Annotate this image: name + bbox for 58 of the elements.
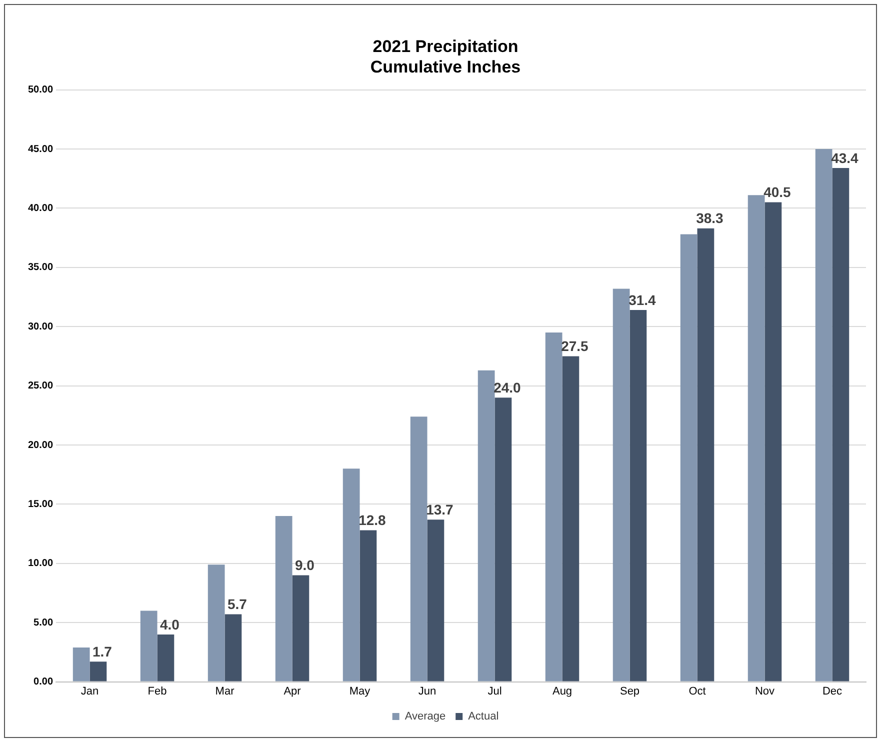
- bar: [680, 234, 698, 682]
- bar: [90, 662, 107, 682]
- bar: [292, 575, 310, 682]
- bar: [360, 530, 377, 682]
- x-tick-label: Sep: [620, 685, 640, 698]
- bar: [72, 647, 90, 682]
- bar: [815, 149, 832, 682]
- data-label: 4.0: [160, 616, 180, 632]
- data-label: 12.8: [358, 512, 386, 528]
- data-label: 5.7: [227, 596, 248, 612]
- legend-label: Average: [404, 710, 446, 723]
- y-tick-label: 45.00: [28, 144, 54, 155]
- y-tick-label: 50.00: [28, 84, 54, 96]
- x-tick-label: Apr: [284, 685, 302, 698]
- bar: [478, 370, 495, 682]
- bar: [208, 564, 225, 682]
- bar: [427, 520, 444, 682]
- y-tick-label: 15.00: [28, 498, 54, 510]
- bar: [612, 288, 630, 682]
- bar: [275, 516, 292, 682]
- y-tick-label: 25.00: [28, 380, 54, 392]
- x-tick-label: Oct: [688, 685, 706, 698]
- y-tick-label: 10.00: [28, 558, 54, 570]
- x-tick-label: Dec: [822, 685, 843, 698]
- y-tick-label: 0.00: [34, 676, 54, 688]
- chart-title: 2021 Precipitation Cumulative Inches: [370, 36, 521, 76]
- bar: [342, 468, 360, 682]
- bar: [748, 195, 765, 682]
- data-label: 40.5: [764, 184, 792, 200]
- data-label: 13.7: [426, 501, 454, 518]
- y-tick-label: 35.00: [28, 262, 54, 274]
- y-tick-label: 40.00: [28, 202, 54, 214]
- y-tick-label: 5.00: [34, 617, 54, 628]
- x-tick-label: Jul: [488, 685, 502, 698]
- y-tick-label: 30.00: [28, 321, 54, 332]
- data-label: 9.0: [294, 557, 315, 574]
- bar: [630, 310, 647, 682]
- bar: [157, 634, 174, 682]
- x-tick-label: Nov: [754, 685, 776, 698]
- legend-label: Actual: [468, 710, 499, 723]
- bar: [494, 398, 512, 682]
- data-label: 1.7: [92, 644, 112, 660]
- bar: [697, 228, 714, 682]
- x-tick-label: May: [349, 685, 371, 698]
- bar: [140, 610, 158, 682]
- y-tick-label: 20.00: [28, 440, 54, 451]
- bar: [410, 416, 428, 682]
- bar: [545, 332, 562, 682]
- x-tick-label: Jun: [418, 685, 436, 698]
- bar: [764, 202, 782, 682]
- bar: [562, 356, 580, 682]
- bar: [832, 168, 850, 682]
- x-tick-label: Feb: [148, 685, 167, 698]
- bar: [224, 614, 242, 682]
- x-tick-label: Jan: [80, 685, 99, 698]
- data-label: 38.3: [696, 210, 724, 226]
- x-tick-label: Mar: [215, 685, 235, 698]
- x-tick-label: Aug: [552, 685, 572, 698]
